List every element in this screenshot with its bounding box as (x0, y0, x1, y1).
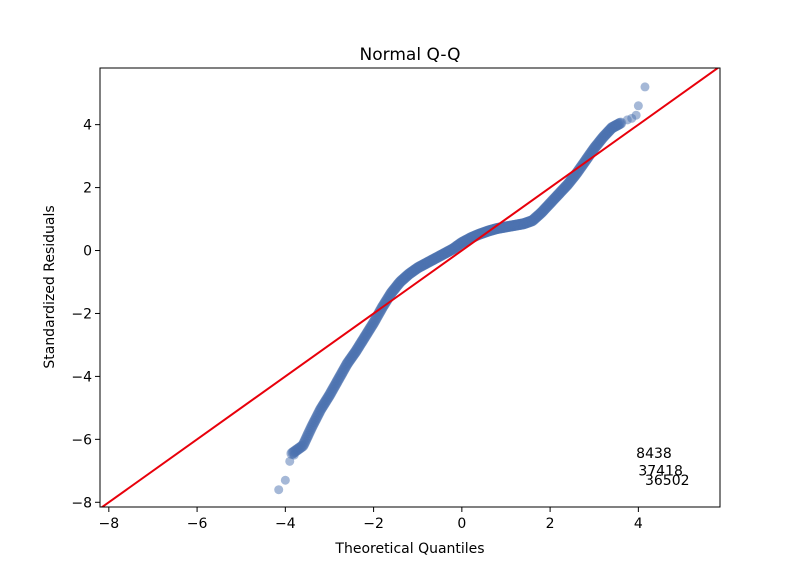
x-tick-label: −8 (99, 516, 120, 532)
y-tick-label: −8 (71, 495, 92, 511)
x-tick-label: 0 (457, 516, 466, 532)
x-axis-label: Theoretical Quantiles (334, 541, 484, 557)
y-tick-label: 2 (83, 181, 92, 197)
outlier-annotation: 8438 (636, 446, 672, 462)
x-tick-label: 4 (634, 516, 643, 532)
outlier-point (633, 101, 643, 111)
outlier-point (274, 485, 284, 495)
axis-ticks: −8 −6 −4 −2 0 2 4 −8 −6 −4 −2 0 2 4 (71, 118, 643, 532)
outlier-point (280, 475, 290, 485)
outlier-point (631, 110, 641, 120)
y-tick-label: −2 (71, 306, 92, 322)
outlier-annotation: 37418 (638, 464, 683, 480)
y-tick-label: −4 (71, 369, 92, 385)
outlier-annotation: 36502 (645, 473, 690, 489)
outlier-point (285, 456, 295, 466)
x-tick-label: −2 (363, 516, 384, 532)
y-tick-label: 0 (83, 244, 92, 260)
x-tick-label: −6 (187, 516, 208, 532)
x-tick-label: −4 (275, 516, 296, 532)
y-tick-label: 4 (83, 118, 92, 134)
chart-title: Normal Q-Q (360, 45, 461, 65)
y-axis-label: Standardized Residuals (42, 205, 58, 368)
y-tick-label: −6 (71, 432, 92, 448)
plot-content (100, 68, 720, 507)
outlier-point (640, 82, 650, 92)
x-tick-label: 2 (546, 516, 555, 532)
reference-line (100, 68, 720, 507)
axes-frame (99, 67, 721, 508)
outlier-point (289, 450, 299, 460)
